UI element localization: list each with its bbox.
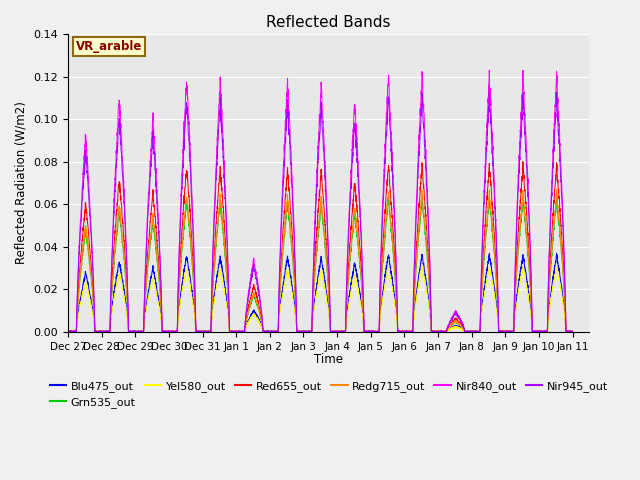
Yel580_out bbox=[65, 329, 72, 335]
Blu475_out bbox=[152, 278, 159, 284]
Red655_out bbox=[122, 265, 129, 271]
Blu475_out bbox=[280, 280, 287, 286]
Grn535_out bbox=[504, 329, 512, 335]
Line: Nir840_out: Nir840_out bbox=[68, 70, 573, 332]
Yel580_out bbox=[152, 288, 159, 293]
Nir840_out bbox=[280, 159, 287, 165]
Redg715_out bbox=[504, 329, 512, 335]
Nir945_out bbox=[569, 329, 577, 335]
Grn535_out bbox=[569, 328, 577, 334]
Nir840_out bbox=[258, 310, 266, 316]
Nir945_out bbox=[258, 311, 266, 316]
Nir945_out bbox=[559, 225, 567, 231]
Grn535_out bbox=[152, 241, 159, 247]
Blu475_out bbox=[559, 293, 566, 299]
Red655_out bbox=[504, 329, 512, 335]
Nir945_out bbox=[65, 329, 72, 335]
Yel580_out bbox=[280, 287, 287, 292]
Red655_out bbox=[559, 255, 567, 261]
Nir840_out bbox=[559, 216, 567, 221]
Nir840_out bbox=[504, 329, 512, 335]
Grn535_out bbox=[280, 245, 287, 251]
Line: Redg715_out: Redg715_out bbox=[68, 190, 573, 332]
Red655_out bbox=[152, 221, 159, 227]
Red655_out bbox=[64, 329, 72, 335]
Grn535_out bbox=[559, 267, 566, 273]
Red655_out bbox=[569, 329, 577, 335]
Nir945_out bbox=[122, 239, 129, 244]
Redg715_out bbox=[569, 328, 577, 334]
X-axis label: Time: Time bbox=[314, 353, 343, 366]
Nir945_out bbox=[505, 328, 513, 334]
Red655_out bbox=[258, 317, 266, 323]
Blu475_out bbox=[258, 323, 266, 329]
Nir945_out bbox=[280, 173, 287, 179]
Yel580_out bbox=[258, 325, 266, 331]
Nir840_out bbox=[152, 164, 159, 169]
Nir840_out bbox=[122, 232, 129, 238]
Nir945_out bbox=[486, 89, 493, 95]
Text: VR_arable: VR_arable bbox=[76, 40, 142, 53]
Legend: Blu475_out, Grn535_out, Yel580_out, Red655_out, Redg715_out, Nir840_out, Nir945_: Blu475_out, Grn535_out, Yel580_out, Red6… bbox=[45, 376, 612, 412]
Redg715_out bbox=[559, 263, 566, 269]
Redg715_out bbox=[122, 274, 129, 279]
Title: Reflected Bands: Reflected Bands bbox=[266, 15, 391, 30]
Yel580_out bbox=[559, 300, 567, 305]
Red655_out bbox=[519, 159, 527, 165]
Yel580_out bbox=[505, 329, 513, 335]
Nir840_out bbox=[64, 328, 72, 334]
Red655_out bbox=[280, 219, 287, 225]
Redg715_out bbox=[152, 236, 159, 242]
Grn535_out bbox=[64, 329, 72, 335]
Y-axis label: Reflected Radiation (W/m2): Reflected Radiation (W/m2) bbox=[15, 101, 28, 264]
Line: Yel580_out: Yel580_out bbox=[68, 266, 573, 332]
Redg715_out bbox=[280, 241, 287, 247]
Yel580_out bbox=[122, 305, 129, 311]
Red655_out bbox=[65, 329, 72, 335]
Grn535_out bbox=[258, 318, 266, 324]
Line: Blu475_out: Blu475_out bbox=[68, 253, 573, 332]
Nir840_out bbox=[519, 67, 527, 73]
Redg715_out bbox=[64, 329, 72, 335]
Redg715_out bbox=[258, 319, 266, 324]
Line: Nir945_out: Nir945_out bbox=[68, 92, 573, 332]
Blu475_out bbox=[64, 329, 72, 335]
Yel580_out bbox=[64, 329, 72, 335]
Blu475_out bbox=[504, 328, 512, 334]
Line: Grn535_out: Grn535_out bbox=[68, 196, 573, 332]
Nir945_out bbox=[152, 178, 159, 183]
Redg715_out bbox=[553, 187, 561, 192]
Yel580_out bbox=[569, 328, 577, 334]
Nir840_out bbox=[65, 329, 72, 335]
Grn535_out bbox=[519, 193, 527, 199]
Blu475_out bbox=[122, 298, 129, 304]
Blu475_out bbox=[569, 329, 577, 335]
Grn535_out bbox=[122, 276, 129, 281]
Nir945_out bbox=[64, 329, 72, 335]
Line: Red655_out: Red655_out bbox=[68, 162, 573, 332]
Nir840_out bbox=[569, 328, 577, 334]
Yel580_out bbox=[418, 263, 426, 269]
Blu475_out bbox=[553, 250, 561, 256]
